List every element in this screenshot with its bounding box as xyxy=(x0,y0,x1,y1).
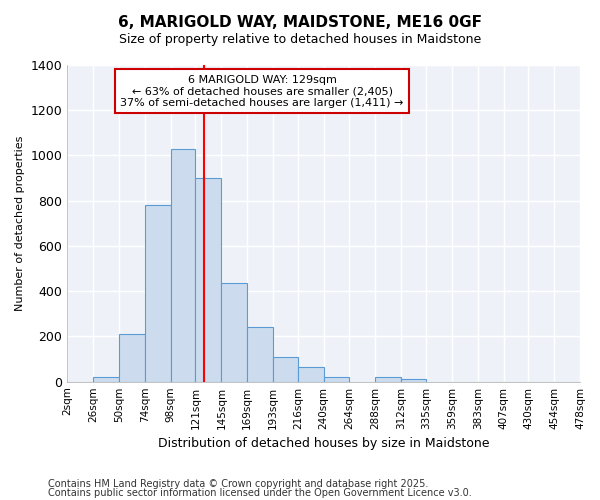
Bar xyxy=(298,367,323,382)
Text: Contains public sector information licensed under the Open Government Licence v3: Contains public sector information licen… xyxy=(48,488,472,498)
Bar xyxy=(323,377,349,382)
Bar xyxy=(145,205,170,382)
Bar xyxy=(119,334,145,382)
Bar xyxy=(221,284,247,382)
Bar xyxy=(93,377,119,382)
Bar xyxy=(196,178,221,382)
Bar xyxy=(170,148,196,382)
Bar xyxy=(273,357,298,382)
Text: Contains HM Land Registry data © Crown copyright and database right 2025.: Contains HM Land Registry data © Crown c… xyxy=(48,479,428,489)
Bar xyxy=(401,380,426,382)
Bar xyxy=(247,328,273,382)
Text: 6 MARIGOLD WAY: 129sqm
← 63% of detached houses are smaller (2,405)
37% of semi-: 6 MARIGOLD WAY: 129sqm ← 63% of detached… xyxy=(121,74,404,108)
Y-axis label: Number of detached properties: Number of detached properties xyxy=(15,136,25,311)
X-axis label: Distribution of detached houses by size in Maidstone: Distribution of detached houses by size … xyxy=(158,437,490,450)
Text: 6, MARIGOLD WAY, MAIDSTONE, ME16 0GF: 6, MARIGOLD WAY, MAIDSTONE, ME16 0GF xyxy=(118,15,482,30)
Text: Size of property relative to detached houses in Maidstone: Size of property relative to detached ho… xyxy=(119,32,481,46)
Bar xyxy=(376,377,401,382)
